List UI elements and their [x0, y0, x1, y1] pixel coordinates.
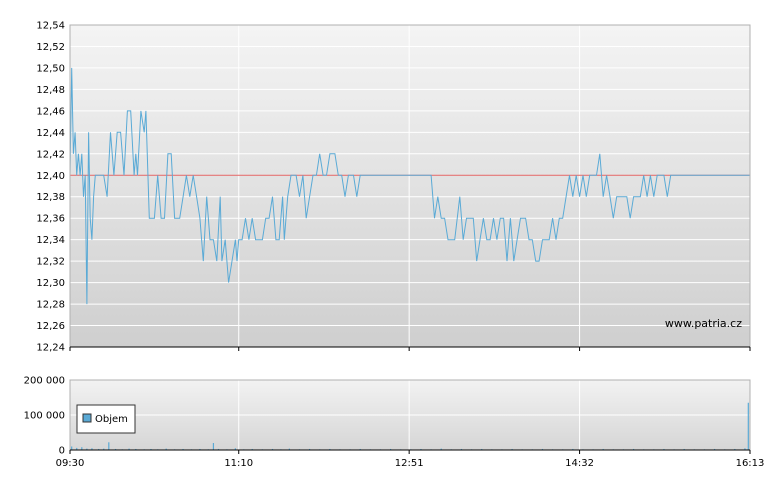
price-y-tick-label: 12,34	[36, 235, 65, 246]
watermark-text: www.patria.cz	[665, 317, 742, 330]
volume-y-tick-label: 200 000	[24, 376, 65, 387]
price-y-tick-label: 12,30	[36, 278, 65, 289]
price-y-tick-label: 12,50	[36, 63, 65, 74]
price-series-line	[69, 67, 750, 305]
price-y-tick-label: 12,46	[36, 106, 65, 117]
price-y-tick-label: 12,48	[36, 85, 65, 96]
x-tick-label: 09:30	[56, 458, 85, 469]
volume-x-axis: 09:30 11:10 12:51 14:32 16:13	[56, 450, 765, 469]
legend-swatch	[82, 413, 92, 423]
x-tick-label: 14:32	[565, 458, 594, 469]
price-y-axis: 12,24 12,26 12,28 12,30 12,32 12,34 12,36 12,38…	[36, 21, 65, 354]
price-y-tick-label: 12,36	[36, 214, 65, 225]
x-tick-label: 11:10	[224, 458, 253, 469]
legend-label: Objem	[95, 414, 128, 425]
price-y-tick-label: 12,54	[36, 21, 65, 32]
price-y-tick-label: 12,28	[36, 300, 65, 311]
price-y-tick-label: 12,24	[36, 343, 65, 354]
volume-y-tick-label: 0	[59, 446, 65, 457]
price-y-tick-label: 12,38	[36, 192, 65, 203]
x-tick-label: 12:51	[395, 458, 424, 469]
legend-box	[76, 404, 136, 434]
volume-legend: Objem	[76, 404, 136, 434]
x-tick-label: 16:13	[736, 458, 765, 469]
price-y-tick-label: 12,42	[36, 149, 65, 160]
volume-panel: 0 100 000 200 000 09:30 11:10 12:51 14:32 16:1…	[24, 376, 765, 470]
price-y-tick-label: 12,52	[36, 42, 65, 53]
price-grid	[69, 24, 751, 348]
price-y-tick-label: 12,40	[36, 171, 65, 182]
volume-y-tick-label: 100 000	[24, 411, 65, 422]
price-y-tick-label: 12,44	[36, 128, 65, 139]
price-x-ticks	[69, 347, 751, 351]
price-panel: 12,24 12,26 12,28 12,30 12,32 12,34 12,36 12,38…	[36, 21, 751, 354]
price-y-tick-label: 12,32	[36, 257, 65, 268]
price-plot-area	[70, 25, 750, 347]
volume-y-axis: 0 100 000 200 000	[24, 376, 65, 457]
price-y-tick-label: 12,26	[36, 321, 65, 332]
